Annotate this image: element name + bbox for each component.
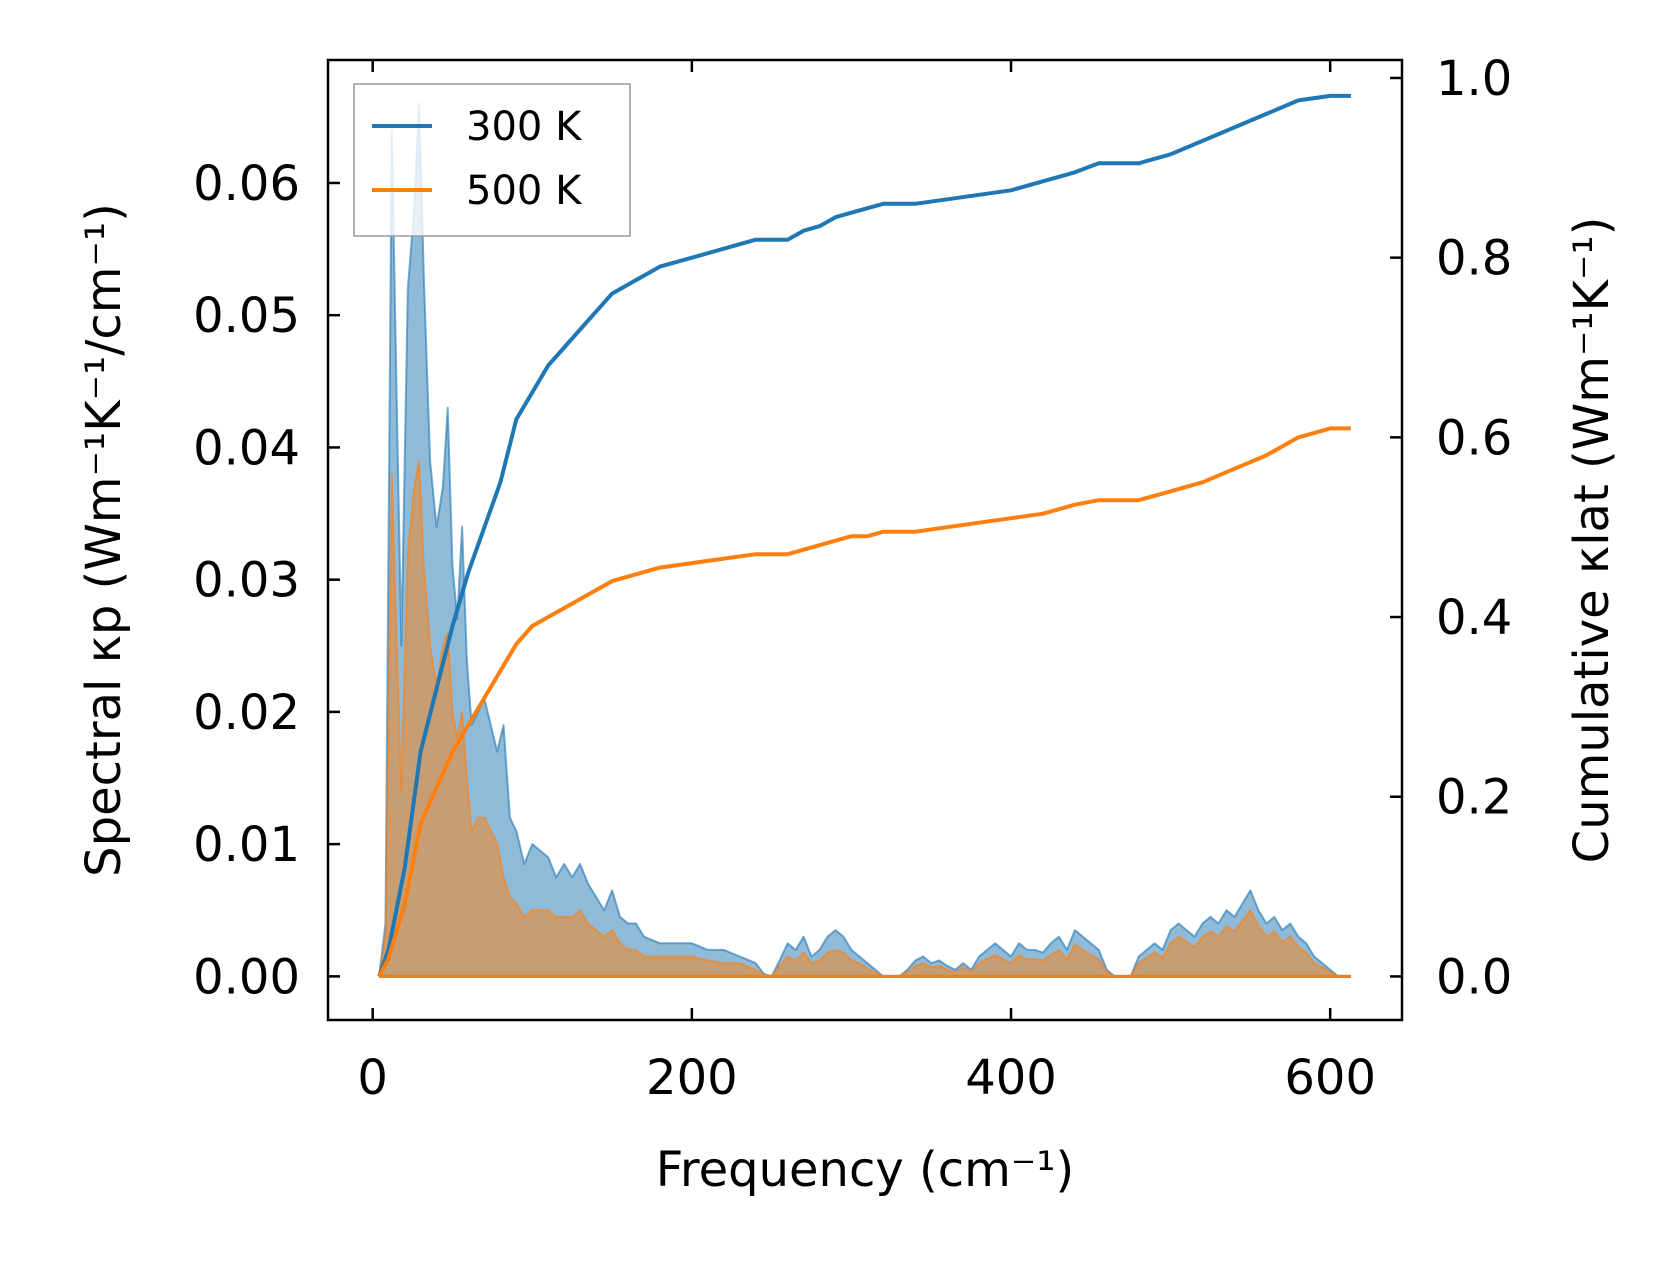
- legend-label-500k: 500 K: [466, 168, 583, 214]
- x-tick-label: 0: [357, 1050, 388, 1106]
- x-tick-label: 600: [1284, 1050, 1376, 1106]
- y-right-tick-label: 0.6: [1436, 410, 1512, 466]
- y-left-tick-label: 0.05: [193, 288, 300, 344]
- y-left-tick-label: 0.04: [193, 420, 300, 476]
- spectral-outline-500k: [378, 459, 1351, 978]
- axis-ticks: 0 200 400 600 0.00 0.01 0.02 0.03 0.04 0.05 0.06 0.…: [193, 51, 1512, 1106]
- y-axis-right-title: Cumulative κlat (Wm⁻¹K⁻¹): [1564, 217, 1620, 864]
- x-tick-label: 400: [965, 1050, 1057, 1106]
- legend-label-300k: 300 K: [466, 104, 583, 150]
- x-tick-label: 200: [646, 1050, 738, 1106]
- y-right-tick-label: 0.8: [1436, 231, 1512, 287]
- cumulative-lines: [377, 93, 1351, 978]
- legend-box: [353, 83, 631, 237]
- y-axis-left-title: Spectral κp (Wm⁻¹K⁻¹/cm⁻¹): [76, 203, 132, 877]
- y-left-tick-label: 0.06: [193, 156, 300, 212]
- x-axis-title: Frequency (cm⁻¹): [656, 1142, 1074, 1198]
- cumulative-line-300k: [377, 93, 1351, 978]
- legend: 300 K 500 K: [353, 83, 631, 237]
- y-right-tick-label: 0.2: [1436, 770, 1512, 826]
- plot-frame: [326, 58, 1404, 1022]
- spectral-area-500k: [379, 460, 1351, 977]
- y-left-tick-label: 0.02: [193, 685, 300, 741]
- spectral-outline-300k: [378, 102, 1351, 978]
- cumulative-line-500k: [377, 426, 1351, 978]
- y-right-tick-label: 0.0: [1436, 949, 1512, 1005]
- y-left-tick-label: 0.03: [193, 553, 300, 609]
- y-left-tick-label: 0.00: [193, 949, 300, 1005]
- y-right-tick-label: 1.0: [1436, 51, 1512, 107]
- spectral-fills: [378, 102, 1351, 978]
- y-right-tick-label: 0.4: [1436, 590, 1512, 646]
- y-left-tick-label: 0.01: [193, 817, 300, 873]
